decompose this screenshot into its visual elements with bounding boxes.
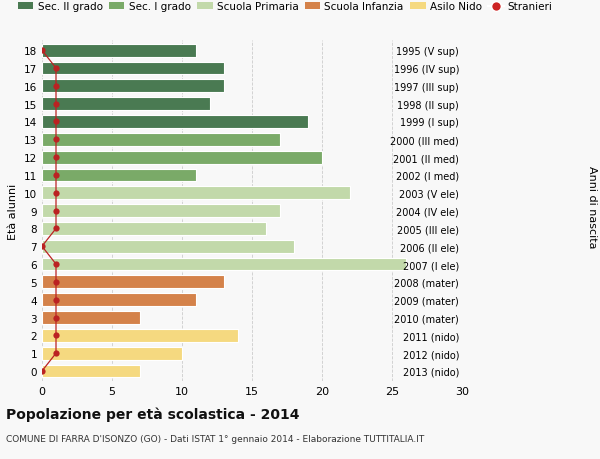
Bar [42,62,224,75]
Bar [42,80,224,93]
Bar [42,258,406,271]
Bar [42,116,308,129]
Bar [42,347,182,360]
Bar [42,258,406,271]
Legend: Sec. II grado, Sec. I grado, Scuola Primaria, Scuola Infanzia, Asilo Nido, Stran: Sec. II grado, Sec. I grado, Scuola Prim… [18,2,553,12]
Bar [42,134,280,146]
Bar [42,347,182,360]
Bar [42,294,196,307]
Text: COMUNE DI FARRA D'ISONZO (GO) - Dati ISTAT 1° gennaio 2014 - Elaborazione TUTTIT: COMUNE DI FARRA D'ISONZO (GO) - Dati IST… [6,434,424,443]
Bar [42,223,266,235]
Bar [42,45,196,57]
Bar [42,169,196,182]
Bar [42,276,224,289]
Bar [42,187,350,200]
Bar [42,151,322,164]
Bar [42,312,140,324]
Bar [42,205,280,218]
Bar [42,365,140,378]
Bar [42,62,224,75]
Bar [42,312,140,324]
Bar [42,365,140,378]
Bar [42,116,308,129]
Bar [42,329,238,342]
Bar [42,294,196,307]
Bar [42,329,238,342]
Bar [42,134,280,146]
Bar [42,169,196,182]
Bar [42,80,224,93]
Bar [42,151,322,164]
Bar [42,98,210,111]
Text: Popolazione per età scolastica - 2014: Popolazione per età scolastica - 2014 [6,406,299,421]
Bar [42,223,266,235]
Bar [42,205,280,218]
Bar [42,241,294,253]
Bar [42,241,294,253]
Y-axis label: Età alunni: Età alunni [8,183,19,239]
Text: Anni di nascita: Anni di nascita [587,165,597,248]
Bar [42,187,350,200]
Bar [42,276,224,289]
Bar [42,45,196,57]
Bar [42,98,210,111]
